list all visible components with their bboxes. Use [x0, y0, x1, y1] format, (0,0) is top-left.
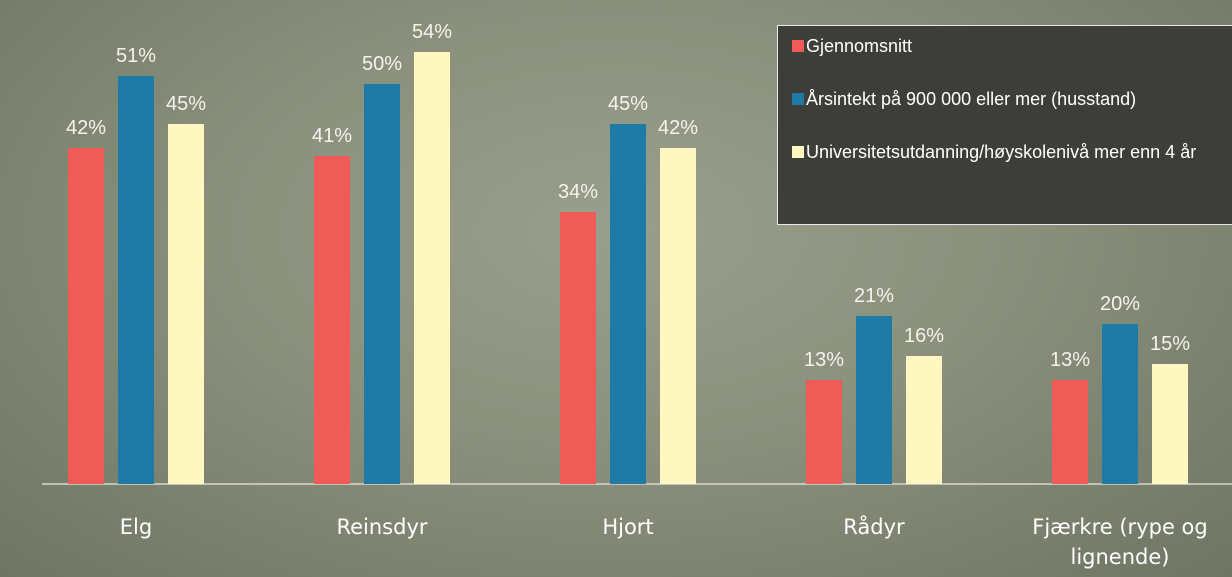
bar [168, 124, 204, 484]
legend-entry: Gjennomsnitt [806, 34, 1216, 58]
bar [364, 84, 400, 484]
bar [806, 380, 842, 484]
bar [1152, 364, 1188, 484]
x-tick-label: Hjort [508, 512, 748, 542]
legend-label: Årsintekt på 900 000 eller mer (husstand… [806, 87, 1216, 111]
value-label: 45% [608, 93, 648, 115]
legend-entry: Årsintekt på 900 000 eller mer (husstand… [806, 87, 1216, 111]
legend-swatch [792, 40, 804, 52]
value-label: 13% [804, 349, 844, 371]
value-label: 20% [1100, 293, 1140, 315]
x-tick-label: Fjærkre (rype og lignende) [1000, 512, 1232, 572]
bar [1102, 324, 1138, 484]
bar [856, 316, 892, 484]
x-tick-label: Elg [16, 512, 256, 542]
value-label: 13% [1050, 349, 1090, 371]
value-label: 15% [1150, 333, 1190, 355]
bar [906, 356, 942, 484]
x-tick-label: Rådyr [754, 512, 994, 542]
bar [610, 124, 646, 484]
bar [1052, 380, 1088, 484]
value-label: 54% [412, 21, 452, 43]
bar [68, 148, 104, 484]
value-label: 45% [166, 93, 206, 115]
legend-label: Gjennomsnitt [806, 34, 1216, 58]
chart: 42% 51% 45% 41% 50% 54% 34% 45% 42% 13% 21% 16% 13% 2… [0, 0, 1232, 577]
legend-swatch [792, 146, 804, 158]
bar [560, 212, 596, 484]
legend-entry: Universitetsutdanning/høyskolenivå mer e… [806, 140, 1216, 164]
value-label: 42% [658, 117, 698, 139]
value-label: 21% [854, 285, 894, 307]
value-label: 41% [312, 125, 352, 147]
legend-label: Universitetsutdanning/høyskolenivå mer e… [806, 140, 1216, 164]
bar [314, 156, 350, 484]
bar [660, 148, 696, 484]
value-label: 42% [66, 117, 106, 139]
bar [118, 76, 154, 484]
value-label: 50% [362, 53, 402, 75]
bar [414, 52, 450, 484]
value-label: 16% [904, 325, 944, 347]
legend-swatch [792, 93, 804, 105]
value-label: 51% [116, 45, 156, 67]
legend: Gjennomsnitt Årsintekt på 900 000 eller m… [777, 25, 1232, 225]
value-label: 34% [558, 181, 598, 203]
x-tick-label: Reinsdyr [262, 512, 502, 542]
